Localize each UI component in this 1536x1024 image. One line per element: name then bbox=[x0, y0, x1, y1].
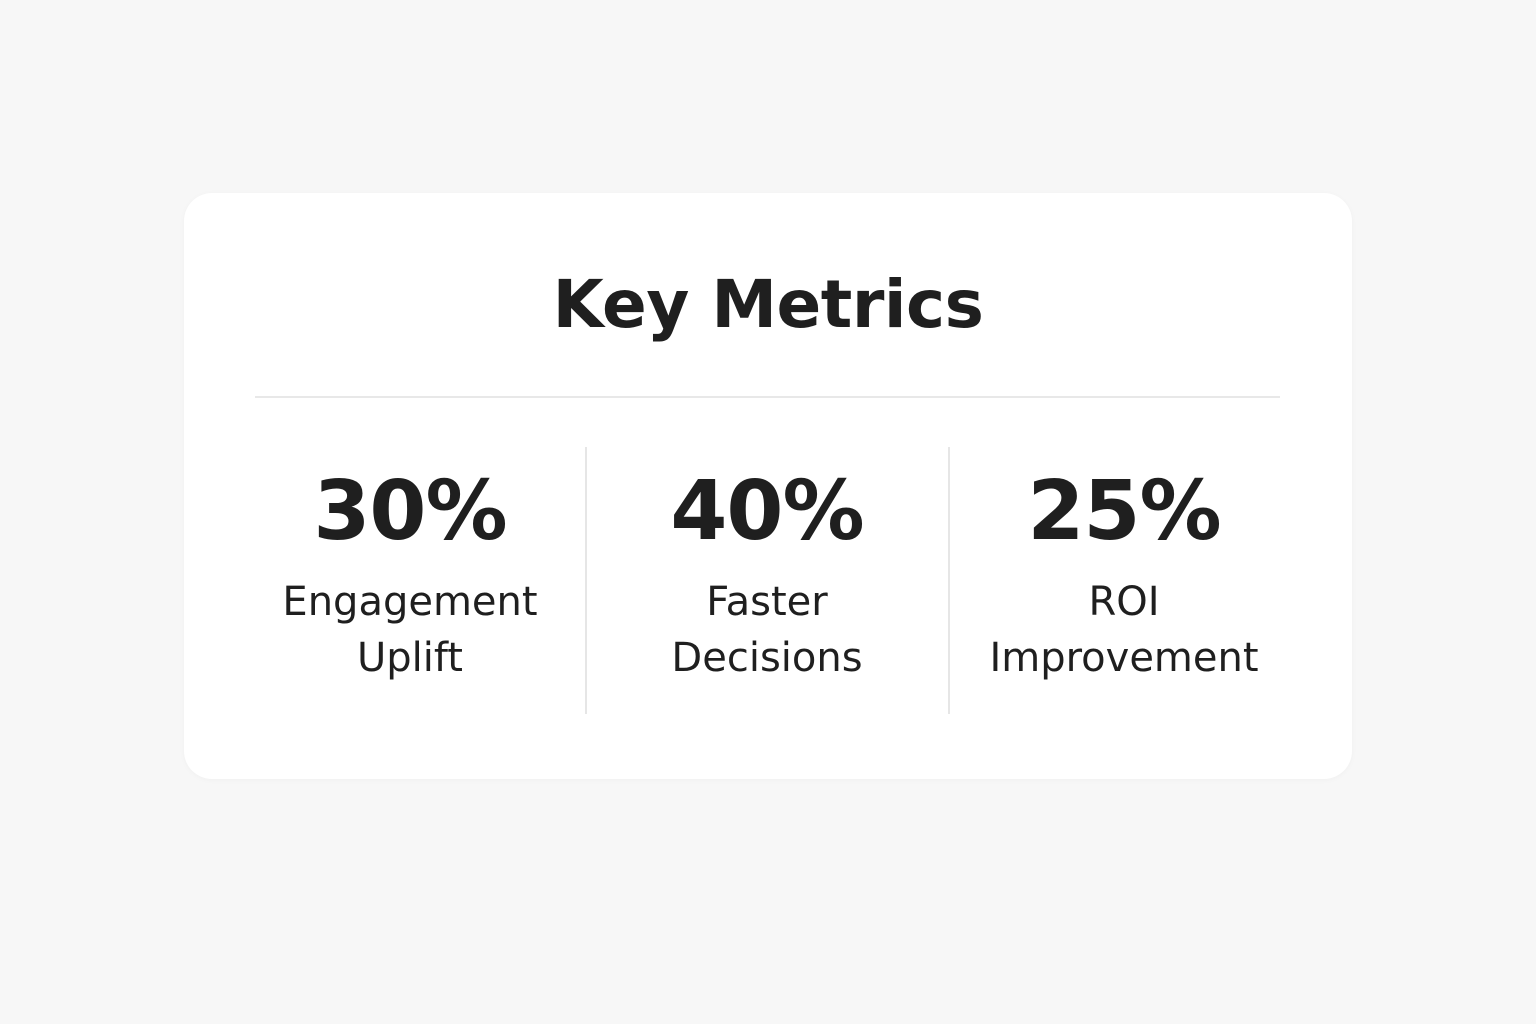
metrics-card bbox=[184, 193, 1352, 779]
divider bbox=[255, 396, 1280, 398]
metric-label-line: Faster bbox=[706, 579, 828, 625]
metric-label: Faster Decisions bbox=[587, 574, 947, 686]
column-separator bbox=[585, 447, 587, 714]
metric-label-line: Engagement bbox=[282, 579, 538, 625]
metric: 25% ROI Improvement bbox=[944, 462, 1304, 686]
metric-label-line: Uplift bbox=[357, 635, 463, 681]
metric-value: 25% bbox=[1027, 464, 1221, 559]
metric-label: Engagement Uplift bbox=[230, 574, 590, 686]
metric-label-line: Improvement bbox=[989, 635, 1259, 681]
metric-label: ROI Improvement bbox=[944, 574, 1304, 686]
metric-label-line: Decisions bbox=[671, 635, 863, 681]
metric-value: 40% bbox=[670, 464, 864, 559]
card-title: Key Metrics bbox=[552, 266, 984, 343]
metric: 40% Faster Decisions bbox=[587, 462, 947, 686]
metric: 30% Engagement Uplift bbox=[230, 462, 590, 686]
metric-label-line: ROI bbox=[1088, 579, 1160, 625]
metric-value: 30% bbox=[313, 464, 507, 559]
column-separator bbox=[948, 447, 950, 714]
